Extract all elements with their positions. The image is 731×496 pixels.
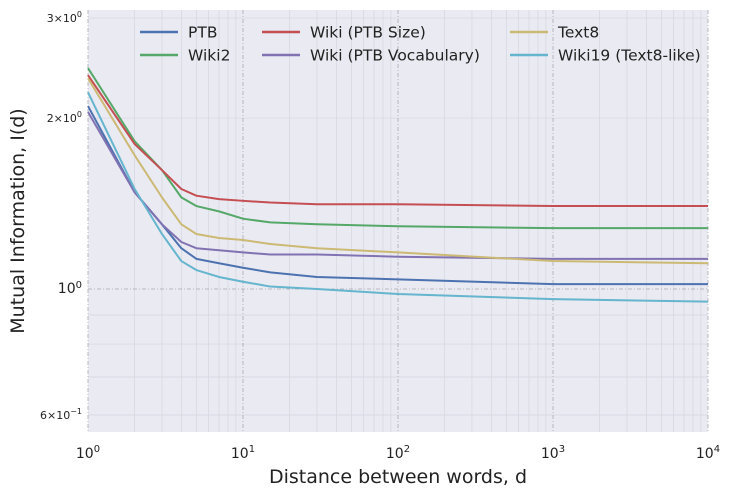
series-line xyxy=(87,91,709,303)
y-tick-label: 3×100 xyxy=(47,10,82,25)
x-tick-label: 102 xyxy=(386,444,410,462)
y-tick-labels: 6×10−1 100 2×100 3×100 xyxy=(40,10,82,422)
y-axis-label: Mutual Information, I(d) xyxy=(7,108,29,333)
y-tick-label: 6×10−1 xyxy=(40,407,82,422)
legend-label: Wiki (PTB Vocabulary) xyxy=(310,47,480,65)
x-tick-label: 100 xyxy=(76,444,100,462)
x-tick-labels: 100 101 102 103 104 xyxy=(76,444,720,462)
x-tick-label: 103 xyxy=(541,444,565,462)
series-line xyxy=(87,77,709,265)
x-tick-label: 104 xyxy=(696,444,720,462)
legend: PTB Wiki2 Wiki (PTB Size) Wiki (PTB Vocabul… xyxy=(140,24,701,65)
legend-label: Wiki19 (Text8-like) xyxy=(558,47,701,65)
series-line xyxy=(87,74,708,208)
legend-label: Text8 xyxy=(557,24,599,42)
y-tick-label: 2×100 xyxy=(47,110,82,125)
legend-label: Wiki2 xyxy=(188,47,230,65)
series-line xyxy=(87,111,708,260)
x-tick-label: 101 xyxy=(231,444,255,462)
y-tick-label: 100 xyxy=(58,280,82,297)
x-axis-label: Distance between words, d xyxy=(269,466,527,488)
series-lines xyxy=(87,67,709,303)
major-grid xyxy=(87,10,709,432)
legend-label: Wiki (PTB Size) xyxy=(310,24,426,42)
legend-label: PTB xyxy=(188,24,217,42)
minor-grid xyxy=(88,10,708,432)
